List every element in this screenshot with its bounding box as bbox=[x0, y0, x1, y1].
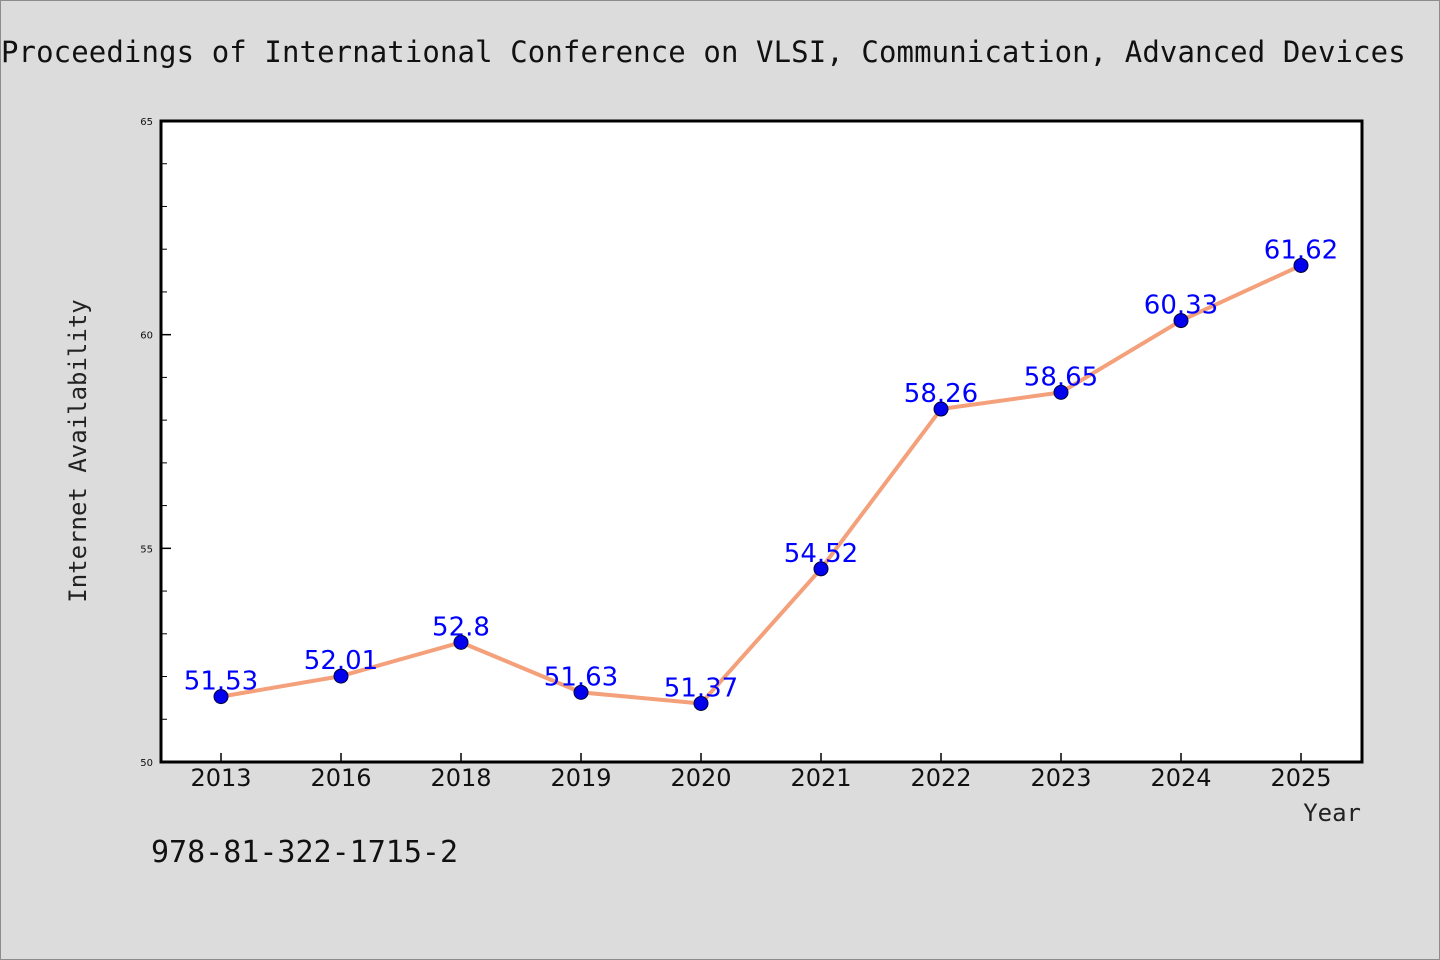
data-label: 51.53 bbox=[184, 667, 258, 697]
data-label: 51.63 bbox=[544, 662, 618, 692]
x-tick-label: 2021 bbox=[790, 764, 851, 792]
data-point bbox=[453, 634, 469, 650]
data-labels: 51.53 52.01 52.8 51.63 51.37 54.52 58.26 58.65 6… bbox=[184, 235, 1338, 703]
data-point bbox=[1173, 313, 1189, 329]
page-title: Proceedings of International Conference … bbox=[1, 35, 1406, 69]
x-tick-label: 2023 bbox=[1030, 764, 1091, 792]
series-line bbox=[220, 263, 1302, 706]
data-label: 58.65 bbox=[1024, 362, 1098, 392]
x-tick-label: 2019 bbox=[550, 764, 611, 792]
y-axis-label: Internet Availability bbox=[64, 299, 92, 602]
isbn-text: 978-81-322-1715-2 bbox=[151, 835, 459, 870]
data-label: 60.33 bbox=[1144, 291, 1218, 321]
series-line-group bbox=[220, 263, 1302, 706]
x-tick-label: 2013 bbox=[190, 764, 251, 792]
data-point bbox=[933, 401, 949, 417]
data-label: 51.37 bbox=[664, 673, 738, 703]
y-minor-ticks bbox=[160, 163, 167, 720]
x-tick-label: 2020 bbox=[670, 764, 731, 792]
y-axis-ticks: 50 55 60 65 bbox=[140, 117, 171, 769]
y-tick-label: 60 bbox=[140, 331, 153, 342]
data-point bbox=[213, 689, 229, 705]
data-point bbox=[333, 668, 349, 684]
data-label: 58.26 bbox=[904, 379, 978, 409]
data-point bbox=[1293, 257, 1309, 273]
data-label: 61.62 bbox=[1264, 235, 1338, 265]
x-axis-label: Year bbox=[1303, 799, 1361, 827]
x-tick-label: 2025 bbox=[1270, 764, 1331, 792]
data-markers bbox=[213, 257, 1309, 711]
data-label: 54.52 bbox=[784, 539, 858, 569]
x-tick-label: 2022 bbox=[910, 764, 971, 792]
data-label: 52.01 bbox=[304, 646, 378, 676]
x-tick-label: 2018 bbox=[430, 764, 491, 792]
data-label: 52.8 bbox=[432, 612, 490, 642]
plot-frame bbox=[159, 119, 1364, 764]
data-point bbox=[573, 684, 589, 700]
x-axis-ticks: 2013 2016 2018 2019 2020 2021 2022 2023 2024 2025 bbox=[190, 753, 1332, 792]
y-tick-label: 50 bbox=[140, 758, 153, 769]
y-tick-label: 65 bbox=[140, 117, 153, 128]
data-point bbox=[813, 561, 829, 577]
y-tick-label: 55 bbox=[140, 544, 153, 555]
x-tick-label: 2016 bbox=[310, 764, 371, 792]
data-point bbox=[693, 695, 709, 711]
data-point bbox=[1053, 384, 1069, 400]
x-tick-label: 2024 bbox=[1150, 764, 1211, 792]
